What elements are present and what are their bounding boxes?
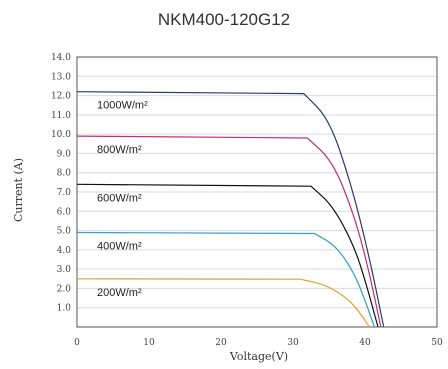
series-curve-1 — [76, 135, 382, 328]
series-curve-2 — [76, 183, 379, 328]
series-curves — [76, 91, 385, 328]
gridlines — [77, 56, 437, 309]
y-tick-label: 4.0 — [57, 246, 72, 256]
series-curve-3 — [76, 231, 375, 328]
y-tick-label: 5.0 — [57, 227, 72, 237]
y-axis-label: Current (A) — [12, 158, 25, 222]
plot-frame — [76, 56, 438, 328]
y-tick-label: 3.0 — [57, 265, 72, 275]
y-tick-label: 9.0 — [57, 149, 72, 159]
series-curve-0 — [76, 91, 385, 328]
y-tick-label: 13.0 — [51, 72, 71, 82]
series-label: 800W/m² — [97, 144, 142, 156]
y-tick-label: 14.0 — [51, 53, 71, 63]
y-tick-label: 12.0 — [51, 92, 71, 102]
series-label: 1000W/m² — [97, 100, 148, 112]
x-tick-label: 50 — [431, 338, 443, 348]
x-tick-label: 30 — [287, 338, 299, 348]
x-tick-label: 40 — [359, 338, 371, 348]
series-labels: 1000W/m² 800W/m² 600W/m² 400W/m² 200W/m² — [97, 100, 148, 299]
x-tick-label: 10 — [143, 338, 155, 348]
series-label: 200W/m² — [97, 287, 142, 299]
y-tick-label: 6.0 — [57, 207, 72, 217]
y-tick-label: 11.0 — [51, 111, 71, 121]
chart-title: NKM400-120G12 — [158, 10, 290, 29]
y-tick-label: 7.0 — [57, 188, 72, 198]
series-curve-4 — [76, 278, 370, 328]
series-label: 600W/m² — [97, 192, 142, 204]
x-axis-label: Voltage(V) — [229, 350, 288, 363]
y-tick-label: 2.0 — [57, 284, 72, 294]
x-tick-label: 0 — [74, 338, 80, 348]
x-tick-label: 20 — [215, 338, 227, 348]
y-tick-label: 1.0 — [57, 304, 72, 314]
x-axis-ticks: 0 10 20 30 40 50 — [74, 338, 443, 348]
y-tick-label: 10.0 — [51, 130, 71, 140]
series-label: 400W/m² — [97, 241, 142, 253]
y-axis-ticks: 1.0 2.0 3.0 4.0 5.0 6.0 7.0 8.0 9.0 10.0 11.0 12.0 1… — [51, 53, 71, 314]
y-tick-label: 8.0 — [57, 169, 72, 179]
